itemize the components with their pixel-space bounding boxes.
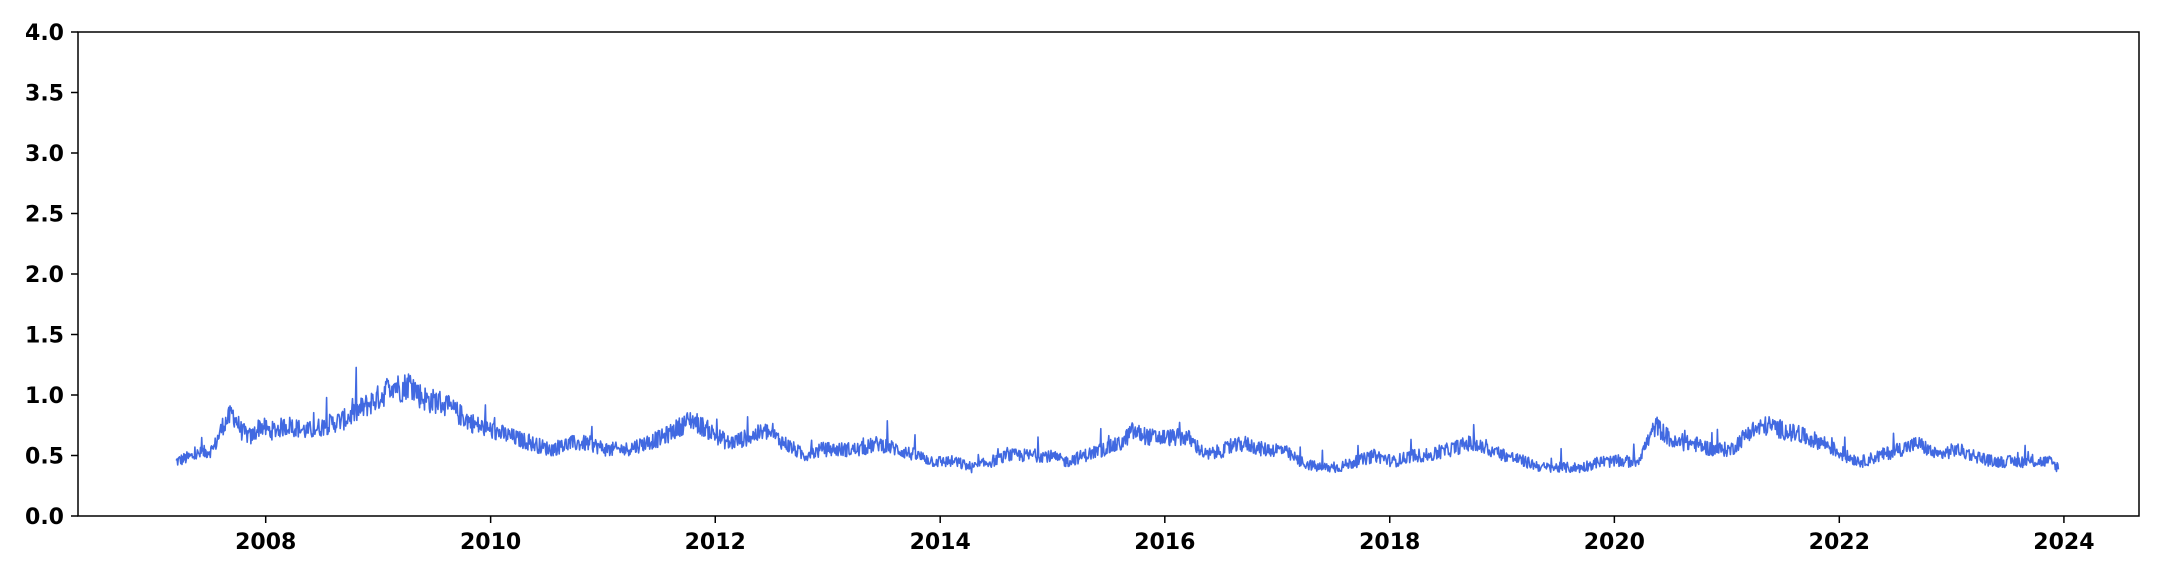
x-tick-label: 2012 (685, 530, 746, 555)
x-tick-label: 2018 (1359, 530, 1420, 555)
ticks-layer: 0.0 0.5 1.0 1.5 2.0 2.5 3.0 3.5 4.0 2008 2010 2012 2… (25, 21, 2095, 555)
x-tick-label: 2008 (235, 530, 296, 555)
x-tick-label: 2010 (460, 530, 521, 555)
y-tick-label: 2.5 (25, 203, 64, 228)
y-tick-label: 2.0 (25, 263, 64, 288)
x-tick-label: 2024 (2033, 530, 2094, 555)
series-layer (175, 366, 2060, 474)
y-tick-label: 3.0 (25, 142, 64, 167)
x-tick-label: 2014 (910, 530, 971, 555)
y-tick-label: 1.0 (25, 384, 64, 409)
y-tick-label: 0.0 (25, 505, 64, 530)
series-line (175, 366, 2060, 474)
y-tick-label: 3.5 (25, 82, 64, 107)
x-tick-label: 2020 (1584, 530, 1645, 555)
y-tick-label: 0.5 (25, 445, 64, 470)
x-tick-label: 2022 (1809, 530, 1870, 555)
y-tick-label: 1.5 (25, 324, 64, 349)
x-tick-label: 2016 (1134, 530, 1195, 555)
y-tick-label: 4.0 (25, 21, 64, 46)
plot-frame (77, 31, 2140, 517)
